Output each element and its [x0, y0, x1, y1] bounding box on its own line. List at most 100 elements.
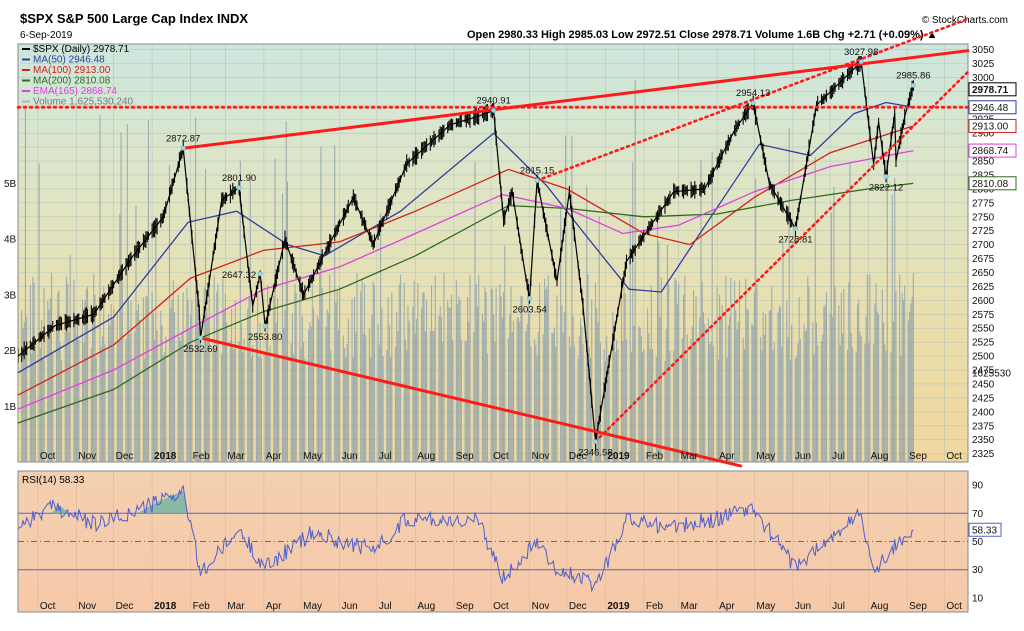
- volume-bar: [335, 302, 337, 462]
- rsi-value-tag-box: [968, 522, 1002, 537]
- month-label: Sep: [909, 601, 927, 612]
- volume-bar: [226, 321, 228, 462]
- volume-bar: [608, 359, 610, 462]
- volume-bar: [849, 163, 851, 462]
- volume-bar: [736, 329, 738, 462]
- volume-bar: [191, 300, 193, 462]
- volume-bar: [197, 309, 199, 462]
- volume-bar: [155, 225, 157, 462]
- price-tick-label: 2550: [972, 324, 995, 335]
- price-panel: [17, 43, 969, 463]
- volume-bar: [43, 287, 45, 462]
- month-label: Jun: [795, 601, 811, 612]
- volume-bar: [398, 284, 400, 462]
- volume-bar: [83, 342, 85, 462]
- volume-bar: [356, 273, 358, 462]
- volume-bar: [310, 326, 312, 462]
- month-label: Jul: [832, 601, 845, 612]
- volume-bar: [255, 332, 257, 462]
- volume-bar: [168, 165, 171, 462]
- volume-bar: [258, 357, 260, 462]
- volume-bar: [782, 238, 784, 462]
- rsi-x-axis: Oct Nov Dec 2018 Feb Mar Apr May Jun Jul Aug Sep Oct…: [40, 601, 962, 612]
- volume-bar: [745, 278, 747, 462]
- legend-entry: MA(50) 2946.48: [33, 55, 105, 66]
- volume-bar: [468, 321, 470, 462]
- volume-bar: [147, 119, 149, 462]
- volume-bar: [313, 308, 315, 462]
- volume-bar: [899, 274, 901, 462]
- volume-bar: [101, 336, 103, 462]
- price-tick-label: 3050: [972, 45, 995, 56]
- volume-bar: [526, 323, 528, 462]
- price-annotation: 2822.12: [869, 183, 903, 194]
- volume-bar: [699, 317, 701, 462]
- volume-bar: [883, 322, 885, 462]
- volume-bar: [891, 194, 893, 462]
- volume-bar: [543, 278, 546, 462]
- volume-bar: [221, 353, 223, 462]
- volume-bar: [250, 357, 253, 462]
- volume-bar: [886, 159, 888, 462]
- month-label: Dec: [569, 601, 587, 612]
- volume-bar: [214, 351, 217, 462]
- annotation-marker: [262, 323, 268, 329]
- volume-bar: [336, 289, 338, 462]
- volume-bar: [669, 350, 671, 462]
- volume-bar: [22, 328, 24, 462]
- dotted-trendline: [535, 17, 970, 182]
- volume-bar: [414, 333, 416, 462]
- month-label: Nov: [532, 601, 550, 612]
- volume-bar: [491, 289, 493, 462]
- volume-bar: [709, 344, 711, 462]
- volume-bar: [26, 317, 28, 462]
- volume-bar: [144, 358, 146, 462]
- price-tick-label: 2325: [972, 449, 995, 460]
- volume-bar: [588, 347, 590, 462]
- volume-bar: [901, 293, 903, 462]
- volume-bar: [865, 316, 867, 462]
- month-label: May: [303, 451, 322, 462]
- volume-bar: [404, 339, 407, 462]
- volume-bar: [909, 311, 911, 462]
- volume-bar: [91, 313, 94, 462]
- volume-bar: [881, 289, 883, 462]
- month-label: Jul: [379, 451, 392, 462]
- volume-bar: [582, 344, 584, 462]
- volume-bar: [161, 325, 163, 462]
- volume-bar: [229, 340, 231, 462]
- price-tick-label: 2675: [972, 254, 995, 265]
- volume-bar: [840, 292, 842, 462]
- volume-bar: [519, 321, 521, 462]
- volume-bar: [243, 338, 245, 462]
- volume-bar: [93, 273, 95, 462]
- volume-bar: [417, 283, 419, 462]
- volume-bar: [902, 300, 904, 462]
- volume-bar: [535, 344, 537, 462]
- volume-bar: [484, 287, 486, 462]
- volume-bar: [377, 324, 379, 462]
- price-annotation: 2872.87: [166, 133, 200, 144]
- volume-bar: [195, 117, 197, 462]
- volume-bar: [284, 309, 286, 462]
- volume-bar: [352, 357, 354, 462]
- volume-bar: [42, 359, 44, 462]
- volume-bar: [512, 320, 515, 462]
- volume-bar: [727, 325, 729, 462]
- volume-bar: [199, 322, 202, 462]
- month-label: 2018: [154, 451, 177, 462]
- volume-bar: [406, 350, 408, 462]
- volume-bar: [851, 347, 854, 462]
- volume-bar: [113, 308, 115, 462]
- volume-bar: [172, 280, 174, 462]
- volume-bar: [309, 322, 311, 462]
- volume-bar: [476, 306, 479, 462]
- volume-bar: [137, 304, 140, 462]
- volume-bar: [577, 358, 579, 462]
- price-annotation: 2985.86: [896, 70, 930, 81]
- month-label: Aug: [871, 601, 889, 612]
- month-label: Oct: [946, 451, 962, 462]
- volume-bar: [656, 213, 659, 462]
- volume-bar: [74, 323, 76, 462]
